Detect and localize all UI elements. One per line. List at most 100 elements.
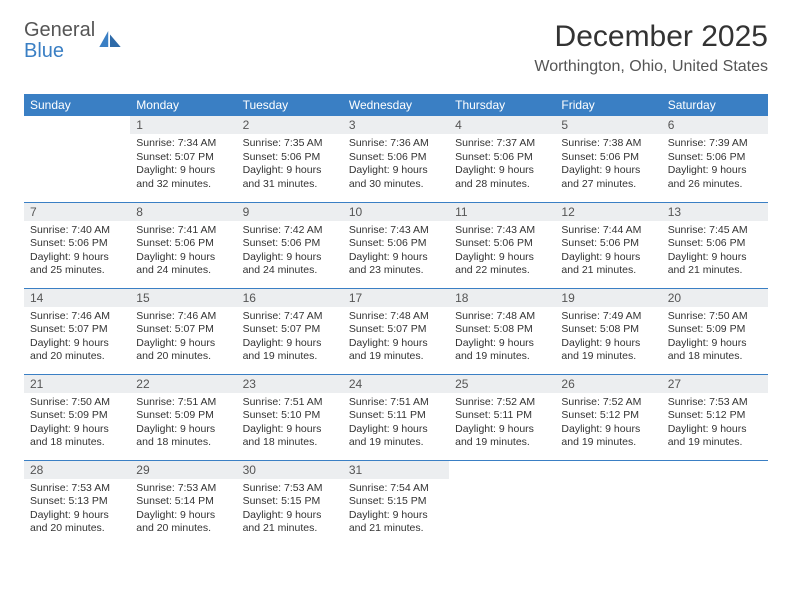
calendar-cell: 31Sunrise: 7:54 AMSunset: 5:15 PMDayligh…: [343, 460, 449, 546]
day-details: Sunrise: 7:53 AMSunset: 5:15 PMDaylight:…: [237, 479, 343, 541]
daylight-text: Daylight: 9 hours and 21 minutes.: [668, 251, 762, 278]
day-number: 23: [237, 375, 343, 393]
day-details: Sunrise: 7:43 AMSunset: 5:06 PMDaylight:…: [449, 221, 555, 283]
sunset-text: Sunset: 5:06 PM: [243, 151, 337, 165]
sunrise-text: Sunrise: 7:52 AM: [455, 396, 549, 410]
daylight-text: Daylight: 9 hours and 19 minutes.: [349, 337, 443, 364]
calendar-cell: 8Sunrise: 7:41 AMSunset: 5:06 PMDaylight…: [130, 202, 236, 288]
sunset-text: Sunset: 5:08 PM: [455, 323, 549, 337]
day-number: [24, 116, 130, 120]
day-number: 6: [662, 116, 768, 134]
sunset-text: Sunset: 5:09 PM: [136, 409, 230, 423]
day-details: Sunrise: 7:36 AMSunset: 5:06 PMDaylight:…: [343, 134, 449, 196]
day-details: Sunrise: 7:40 AMSunset: 5:06 PMDaylight:…: [24, 221, 130, 283]
calendar-cell: 24Sunrise: 7:51 AMSunset: 5:11 PMDayligh…: [343, 374, 449, 460]
sunset-text: Sunset: 5:13 PM: [30, 495, 124, 509]
daylight-text: Daylight: 9 hours and 25 minutes.: [30, 251, 124, 278]
sunrise-text: Sunrise: 7:45 AM: [668, 224, 762, 238]
calendar-row: 14Sunrise: 7:46 AMSunset: 5:07 PMDayligh…: [24, 288, 768, 374]
daylight-text: Daylight: 9 hours and 30 minutes.: [349, 164, 443, 191]
logo: General Blue: [24, 20, 121, 62]
sunrise-text: Sunrise: 7:54 AM: [349, 482, 443, 496]
day-number: 25: [449, 375, 555, 393]
day-details: Sunrise: 7:41 AMSunset: 5:06 PMDaylight:…: [130, 221, 236, 283]
sunset-text: Sunset: 5:06 PM: [668, 151, 762, 165]
day-number: 7: [24, 203, 130, 221]
day-number: 18: [449, 289, 555, 307]
day-details: Sunrise: 7:37 AMSunset: 5:06 PMDaylight:…: [449, 134, 555, 196]
day-header: Friday: [555, 94, 661, 116]
day-number: 24: [343, 375, 449, 393]
daylight-text: Daylight: 9 hours and 20 minutes.: [30, 509, 124, 536]
calendar-cell: 23Sunrise: 7:51 AMSunset: 5:10 PMDayligh…: [237, 374, 343, 460]
day-details: Sunrise: 7:44 AMSunset: 5:06 PMDaylight:…: [555, 221, 661, 283]
day-details: Sunrise: 7:53 AMSunset: 5:14 PMDaylight:…: [130, 479, 236, 541]
calendar-cell: 28Sunrise: 7:53 AMSunset: 5:13 PMDayligh…: [24, 460, 130, 546]
sunset-text: Sunset: 5:15 PM: [243, 495, 337, 509]
day-details: Sunrise: 7:43 AMSunset: 5:06 PMDaylight:…: [343, 221, 449, 283]
day-details: Sunrise: 7:52 AMSunset: 5:12 PMDaylight:…: [555, 393, 661, 455]
sunrise-text: Sunrise: 7:40 AM: [30, 224, 124, 238]
day-number: 30: [237, 461, 343, 479]
daylight-text: Daylight: 9 hours and 18 minutes.: [30, 423, 124, 450]
calendar-cell: 15Sunrise: 7:46 AMSunset: 5:07 PMDayligh…: [130, 288, 236, 374]
day-header: Wednesday: [343, 94, 449, 116]
logo-text-general: General: [24, 19, 95, 41]
day-number: 20: [662, 289, 768, 307]
calendar-cell: 4Sunrise: 7:37 AMSunset: 5:06 PMDaylight…: [449, 116, 555, 202]
calendar-cell: 25Sunrise: 7:52 AMSunset: 5:11 PMDayligh…: [449, 374, 555, 460]
daylight-text: Daylight: 9 hours and 24 minutes.: [243, 251, 337, 278]
day-number: 13: [662, 203, 768, 221]
calendar-row: 21Sunrise: 7:50 AMSunset: 5:09 PMDayligh…: [24, 374, 768, 460]
daylight-text: Daylight: 9 hours and 28 minutes.: [455, 164, 549, 191]
day-number: 26: [555, 375, 661, 393]
sunset-text: Sunset: 5:14 PM: [136, 495, 230, 509]
calendar-cell: 30Sunrise: 7:53 AMSunset: 5:15 PMDayligh…: [237, 460, 343, 546]
day-number: 8: [130, 203, 236, 221]
sunset-text: Sunset: 5:06 PM: [668, 237, 762, 251]
sunset-text: Sunset: 5:11 PM: [349, 409, 443, 423]
sunset-text: Sunset: 5:08 PM: [561, 323, 655, 337]
sunrise-text: Sunrise: 7:43 AM: [455, 224, 549, 238]
day-header: Monday: [130, 94, 236, 116]
day-number: 4: [449, 116, 555, 134]
calendar-cell: 21Sunrise: 7:50 AMSunset: 5:09 PMDayligh…: [24, 374, 130, 460]
day-number: 22: [130, 375, 236, 393]
day-header: Tuesday: [237, 94, 343, 116]
calendar-cell: [555, 460, 661, 546]
day-details: Sunrise: 7:48 AMSunset: 5:07 PMDaylight:…: [343, 307, 449, 369]
calendar-cell: 1Sunrise: 7:34 AMSunset: 5:07 PMDaylight…: [130, 116, 236, 202]
daylight-text: Daylight: 9 hours and 19 minutes.: [243, 337, 337, 364]
day-details: Sunrise: 7:54 AMSunset: 5:15 PMDaylight:…: [343, 479, 449, 541]
calendar-cell: 22Sunrise: 7:51 AMSunset: 5:09 PMDayligh…: [130, 374, 236, 460]
day-details: Sunrise: 7:53 AMSunset: 5:12 PMDaylight:…: [662, 393, 768, 455]
day-details: Sunrise: 7:48 AMSunset: 5:08 PMDaylight:…: [449, 307, 555, 369]
sunset-text: Sunset: 5:12 PM: [668, 409, 762, 423]
sunrise-text: Sunrise: 7:50 AM: [30, 396, 124, 410]
day-details: Sunrise: 7:35 AMSunset: 5:06 PMDaylight:…: [237, 134, 343, 196]
daylight-text: Daylight: 9 hours and 21 minutes.: [243, 509, 337, 536]
daylight-text: Daylight: 9 hours and 18 minutes.: [136, 423, 230, 450]
sunrise-text: Sunrise: 7:34 AM: [136, 137, 230, 151]
sunrise-text: Sunrise: 7:53 AM: [668, 396, 762, 410]
day-number: 1: [130, 116, 236, 134]
day-details: Sunrise: 7:51 AMSunset: 5:11 PMDaylight:…: [343, 393, 449, 455]
calendar-row: 1Sunrise: 7:34 AMSunset: 5:07 PMDaylight…: [24, 116, 768, 202]
sunset-text: Sunset: 5:07 PM: [136, 323, 230, 337]
daylight-text: Daylight: 9 hours and 22 minutes.: [455, 251, 549, 278]
day-number: 21: [24, 375, 130, 393]
day-details: Sunrise: 7:34 AMSunset: 5:07 PMDaylight:…: [130, 134, 236, 196]
day-number: 5: [555, 116, 661, 134]
daylight-text: Daylight: 9 hours and 19 minutes.: [561, 423, 655, 450]
sunrise-text: Sunrise: 7:53 AM: [136, 482, 230, 496]
day-details: Sunrise: 7:38 AMSunset: 5:06 PMDaylight:…: [555, 134, 661, 196]
calendar-cell: 27Sunrise: 7:53 AMSunset: 5:12 PMDayligh…: [662, 374, 768, 460]
day-number: 17: [343, 289, 449, 307]
day-number: 28: [24, 461, 130, 479]
day-number: 31: [343, 461, 449, 479]
calendar-cell: 26Sunrise: 7:52 AMSunset: 5:12 PMDayligh…: [555, 374, 661, 460]
day-header: Sunday: [24, 94, 130, 116]
daylight-text: Daylight: 9 hours and 32 minutes.: [136, 164, 230, 191]
calendar-cell: 6Sunrise: 7:39 AMSunset: 5:06 PMDaylight…: [662, 116, 768, 202]
calendar-cell: 11Sunrise: 7:43 AMSunset: 5:06 PMDayligh…: [449, 202, 555, 288]
